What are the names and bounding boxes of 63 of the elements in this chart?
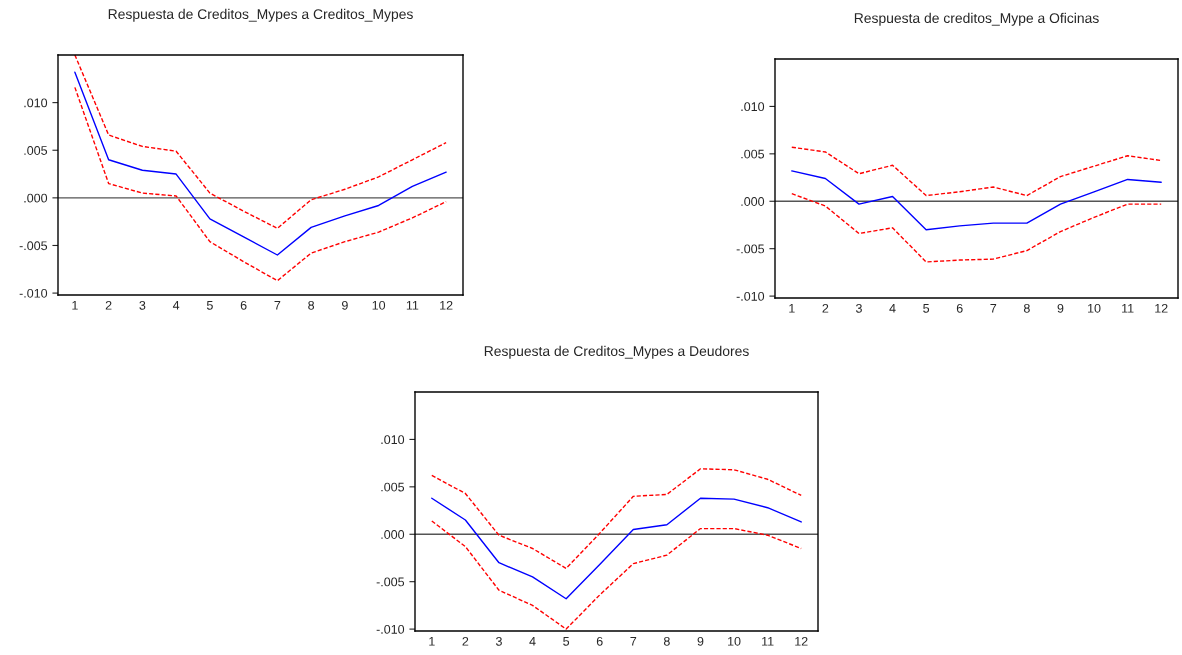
chart-title: Respuesta de Creditos_Mypes a Creditos_Mypes — [108, 8, 413, 22]
line-series — [74, 86, 447, 282]
y-tick-label: .010 — [24, 98, 48, 108]
y-tick-label: .005 — [381, 482, 405, 492]
y-tick-label: -.010 — [376, 624, 405, 634]
line-series — [791, 192, 1162, 263]
x-tick-label: 3 — [495, 636, 502, 646]
x-tick-label: 4 — [889, 304, 896, 313]
x-tick-label: 5 — [206, 301, 213, 310]
x-tick-label: 11 — [1122, 304, 1134, 313]
y-tick-label: .005 — [741, 149, 765, 159]
x-tick-label: 9 — [341, 300, 348, 310]
x-tick-label: 5 — [923, 304, 930, 313]
y-tick-label: .010 — [381, 435, 405, 445]
x-tick-label: 10 — [372, 300, 386, 310]
line-series — [74, 71, 447, 256]
x-tick-label: 11 — [762, 637, 774, 646]
y-tick-label: -.010 — [736, 291, 765, 301]
y-tick-label: -.005 — [376, 577, 405, 587]
chart-title: Respuesta de Creditos_Mypes a Deudores — [484, 345, 749, 359]
line-series — [74, 55, 447, 230]
y-tick-label: .000 — [381, 530, 405, 539]
x-tick-label: 4 — [529, 637, 536, 646]
line-series — [791, 146, 1162, 197]
x-tick-label: 12 — [1155, 303, 1168, 313]
y-tick-label: .000 — [741, 197, 765, 206]
x-tick-label: 10 — [728, 636, 741, 646]
x-tick-label: 1 — [789, 304, 795, 313]
line-series — [431, 468, 802, 570]
y-tick-label: .000 — [24, 193, 48, 203]
x-tick-label: 11 — [406, 301, 419, 310]
x-tick-label: 7 — [274, 301, 281, 310]
x-tick-label: 8 — [1023, 303, 1030, 313]
x-tick-label: 6 — [596, 636, 603, 646]
x-tick-label: 1 — [72, 301, 78, 310]
x-tick-label: 3 — [855, 303, 862, 313]
x-tick-label: 12 — [440, 300, 453, 310]
x-tick-label: 8 — [308, 300, 315, 310]
x-tick-label: 7 — [630, 637, 637, 646]
x-tick-label: 2 — [462, 636, 469, 646]
line-series — [431, 520, 802, 630]
x-tick-label: 9 — [1057, 303, 1064, 313]
x-tick-label: 1 — [429, 637, 435, 646]
x-tick-label: 6 — [956, 303, 963, 313]
line-series — [431, 497, 802, 600]
x-tick-label: 2 — [822, 303, 829, 313]
x-tick-label: 9 — [697, 636, 704, 646]
x-tick-label: 3 — [139, 300, 146, 310]
x-tick-label: 8 — [663, 636, 670, 646]
y-tick-label: -.010 — [19, 288, 48, 298]
x-tick-label: 12 — [795, 636, 808, 646]
x-tick-label: 6 — [240, 300, 247, 310]
x-tick-label: 2 — [105, 300, 112, 310]
line-series — [791, 170, 1162, 231]
y-tick-label: .005 — [24, 146, 48, 155]
chart-title: Respuesta de creditos_Mype a Oficinas — [854, 12, 1099, 26]
y-tick-label: .010 — [741, 102, 765, 112]
x-tick-label: 10 — [1088, 303, 1101, 313]
y-tick-label: -.005 — [19, 241, 48, 251]
x-tick-label: 7 — [990, 304, 997, 313]
y-tick-label: -.005 — [736, 244, 765, 254]
x-tick-label: 5 — [563, 637, 570, 646]
x-tick-label: 4 — [172, 301, 180, 310]
